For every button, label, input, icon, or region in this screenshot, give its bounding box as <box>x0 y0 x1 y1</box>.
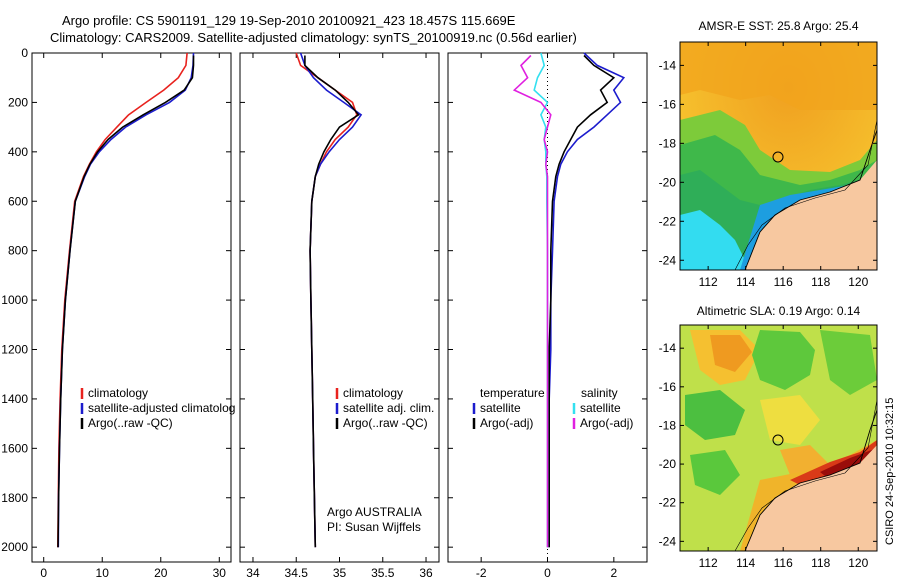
y-tick-label: 800 <box>8 244 28 258</box>
map-y-tick-label: -14 <box>659 58 677 72</box>
sst-map-image <box>680 42 877 270</box>
x-tick-label: 20 <box>154 566 168 580</box>
map-axes-1: AMSR-E SST: 25.8 Argo: 25.4 -14 -16 -18 -20 -… <box>659 19 877 289</box>
legend-label: satellite-adjusted climatolog <box>88 401 235 415</box>
y-tick-label: 2000 <box>1 540 28 554</box>
series-line-3-3 <box>533 52 549 548</box>
annotation-text: PI: Susan Wijffels <box>327 520 421 534</box>
y-tick-label: 1800 <box>1 491 28 505</box>
legend-label: Argo(..raw -QC) <box>88 416 173 430</box>
profile-panel-1: 0 200 400 600 800 1000 1200 1400 1600 1800 2000 0 10… <box>1 46 235 580</box>
annotation-text: Argo AUSTRALIA <box>327 505 422 519</box>
legend-label: Argo(-adj) <box>580 416 633 430</box>
map-y-tick-label: -14 <box>659 341 677 355</box>
sst-profile-marker <box>772 151 784 163</box>
x-axis-label: temperature <box>99 578 164 580</box>
series-line-2-2 <box>299 52 363 548</box>
x-tick-label: 2 <box>610 566 617 580</box>
plot-frame <box>239 52 440 563</box>
y-tick-label: 1200 <box>1 343 28 357</box>
map-x-tick-label: 114 <box>736 275 755 289</box>
figure-title-line-2: Climatology: CARS2009. Satellite-adjuste… <box>50 30 577 45</box>
profile-panel-3: -2 0 2difference from climatology temperatu… <box>447 52 648 580</box>
sst-map-panel <box>679 41 878 271</box>
map-x-tick-label: 118 <box>811 275 830 289</box>
y-tick-label: 600 <box>8 194 28 208</box>
series-line-1-3 <box>57 55 195 548</box>
x-tick-label: 0 <box>544 566 551 580</box>
figure-title-line-1: Argo profile: CS 5901191_129 19-Sep-2010… <box>62 13 516 28</box>
y-tick-label: 1000 <box>1 293 28 307</box>
legend-label: Argo(..raw -QC) <box>343 416 428 430</box>
x-tick-label: 34.5 <box>285 566 309 580</box>
series-line-3-1 <box>548 52 626 548</box>
map-y-tick-label: -20 <box>659 457 677 471</box>
map-y-tick-label: -24 <box>659 534 677 548</box>
x-tick-label: 35.5 <box>371 566 395 580</box>
map-y-tick-label: -20 <box>659 175 677 189</box>
y-tick-label: 200 <box>8 95 28 109</box>
legend-label: satellite <box>580 401 621 415</box>
map-y-tick-label: -18 <box>659 418 677 432</box>
map-x-tick-label: 120 <box>848 556 868 570</box>
legend-label: Argo(-adj) <box>480 416 533 430</box>
sla-map-image <box>680 325 877 551</box>
series-line-3-2 <box>548 54 616 548</box>
x-axis-label: difference from climatology <box>476 578 619 580</box>
x-tick-label: 10 <box>96 566 110 580</box>
map-y-tick-label: -16 <box>659 380 677 394</box>
map-x-tick-label: 120 <box>848 275 868 289</box>
sla-profile-marker <box>772 434 784 446</box>
x-axis-label: salinity <box>321 578 358 580</box>
series-line-2-3 <box>304 55 360 548</box>
map-x-tick-label: 118 <box>811 556 830 570</box>
x-tick-label: 30 <box>213 566 227 580</box>
map-axes-2: Altimetric SLA: 0.19 Argo: 0.14 -14 -16 -18… <box>659 304 877 570</box>
map-y-tick-label: -24 <box>659 253 677 267</box>
plot-frame <box>31 52 232 563</box>
map-y-tick-label: -22 <box>659 496 677 510</box>
series-line-2-1 <box>295 52 358 548</box>
map-x-tick-label: 112 <box>699 275 718 289</box>
y-tick-label: 400 <box>8 145 28 159</box>
map-y-tick-label: -22 <box>659 214 677 228</box>
y-tick-label: 0 <box>21 46 28 60</box>
sla-map-panel <box>679 324 878 552</box>
legend-label: climatology <box>88 386 148 400</box>
map-x-tick-label: 116 <box>774 275 793 289</box>
x-tick-label: -2 <box>476 566 487 580</box>
legend-label: climatology <box>343 386 403 400</box>
x-tick-label: 36 <box>419 566 433 580</box>
map-title: AMSR-E SST: 25.8 Argo: 25.4 <box>698 19 858 33</box>
y-tick-label: 1400 <box>1 392 28 406</box>
legend-label: satellite <box>480 401 521 415</box>
map-x-tick-label: 114 <box>736 556 755 570</box>
legend-label: salinity <box>581 386 618 400</box>
legend-label: temperature <box>480 386 545 400</box>
x-tick-label: 35 <box>333 566 347 580</box>
x-tick-label: 34 <box>246 566 260 580</box>
map-y-tick-label: -18 <box>659 136 677 150</box>
legend-label: satellite adj. clim. <box>343 401 434 415</box>
map-x-tick-label: 116 <box>774 556 793 570</box>
map-title: Altimetric SLA: 0.19 Argo: 0.14 <box>697 304 861 318</box>
map-y-tick-label: -16 <box>659 97 677 111</box>
profile-panel-2: 34 34.5 35 35.5 36 salinity climatologysatelli… <box>239 52 440 580</box>
x-tick-label: 0 <box>40 566 47 580</box>
map-x-tick-label: 112 <box>699 556 718 570</box>
series-line-1-2 <box>57 52 195 548</box>
series-line-3-4 <box>512 54 552 548</box>
y-tick-label: 1600 <box>1 441 28 455</box>
